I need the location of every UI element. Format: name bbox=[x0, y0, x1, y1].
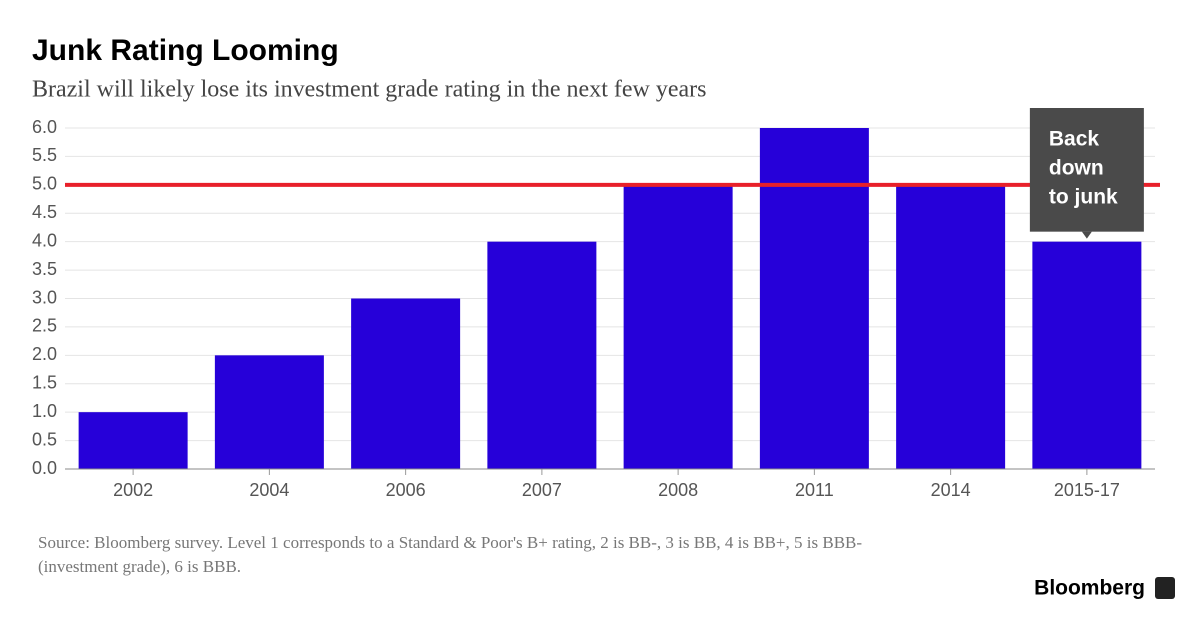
x-tick-label: 2011 bbox=[795, 480, 834, 500]
x-tick-label: 2015-17 bbox=[1054, 480, 1120, 500]
bar bbox=[351, 298, 461, 469]
y-tick-label: 1.0 bbox=[32, 401, 57, 421]
chart-title: Junk Rating Looming bbox=[32, 34, 339, 67]
x-tick-label: 2008 bbox=[658, 480, 698, 500]
y-tick-label: 6.0 bbox=[32, 117, 57, 137]
y-tick-label: 0.0 bbox=[32, 458, 57, 478]
y-tick-label: 2.5 bbox=[32, 316, 57, 336]
bar bbox=[214, 355, 324, 469]
y-tick-label: 4.0 bbox=[32, 230, 57, 250]
x-tick-label: 2007 bbox=[522, 480, 562, 500]
brand-logo: Bloomberg bbox=[1034, 577, 1145, 600]
source-note: Source: Bloomberg survey. Level 1 corres… bbox=[38, 533, 862, 552]
annotation-box bbox=[1029, 108, 1144, 232]
chart-subtitle: Brazil will likely lose its investment g… bbox=[32, 77, 706, 103]
y-tick-label: 5.5 bbox=[32, 145, 57, 165]
source-note: (investment grade), 6 is BBB. bbox=[38, 557, 241, 576]
y-tick-label: 0.5 bbox=[32, 429, 57, 449]
x-tick-label: 2002 bbox=[113, 480, 153, 500]
y-tick-label: 3.5 bbox=[32, 259, 57, 279]
bar bbox=[1032, 241, 1142, 469]
x-tick-label: 2014 bbox=[931, 480, 971, 500]
annotation-text: Back bbox=[1049, 128, 1100, 151]
annotation-text: down bbox=[1049, 157, 1104, 180]
annotation-pointer bbox=[1081, 231, 1092, 239]
y-tick-label: 3.0 bbox=[32, 287, 57, 307]
bar bbox=[896, 184, 1006, 470]
bar bbox=[78, 412, 188, 469]
y-tick-label: 1.5 bbox=[32, 373, 57, 393]
y-tick-label: 4.5 bbox=[32, 202, 57, 222]
y-tick-label: 5.0 bbox=[32, 174, 57, 194]
x-tick-label: 2004 bbox=[249, 480, 289, 500]
annotation-text: to junk bbox=[1049, 186, 1118, 209]
bar bbox=[487, 241, 597, 469]
bar bbox=[759, 128, 869, 469]
bar bbox=[623, 184, 733, 470]
x-tick-label: 2006 bbox=[386, 480, 426, 500]
y-tick-label: 2.0 bbox=[32, 344, 57, 364]
brand-icon bbox=[1155, 577, 1175, 599]
